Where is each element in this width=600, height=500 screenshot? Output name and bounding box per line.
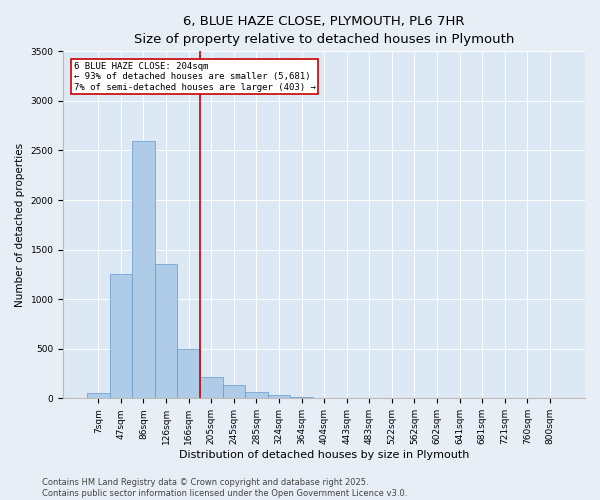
- Bar: [132, 140, 155, 398]
- Text: Contains HM Land Registry data © Crown copyright and database right 2025.
Contai: Contains HM Land Registry data © Crown c…: [42, 478, 407, 498]
- Bar: [110, 274, 132, 398]
- Bar: [200, 376, 223, 398]
- X-axis label: Distribution of detached houses by size in Plymouth: Distribution of detached houses by size …: [179, 450, 469, 460]
- Text: 6 BLUE HAZE CLOSE: 204sqm
← 93% of detached houses are smaller (5,681)
7% of sem: 6 BLUE HAZE CLOSE: 204sqm ← 93% of detac…: [74, 62, 316, 92]
- Bar: [268, 396, 290, 398]
- Bar: [87, 394, 110, 398]
- Bar: [178, 349, 200, 399]
- Bar: [155, 264, 178, 398]
- Bar: [245, 392, 268, 398]
- Bar: [223, 386, 245, 398]
- Title: 6, BLUE HAZE CLOSE, PLYMOUTH, PL6 7HR
Size of property relative to detached hous: 6, BLUE HAZE CLOSE, PLYMOUTH, PL6 7HR Si…: [134, 15, 514, 46]
- Y-axis label: Number of detached properties: Number of detached properties: [15, 143, 25, 307]
